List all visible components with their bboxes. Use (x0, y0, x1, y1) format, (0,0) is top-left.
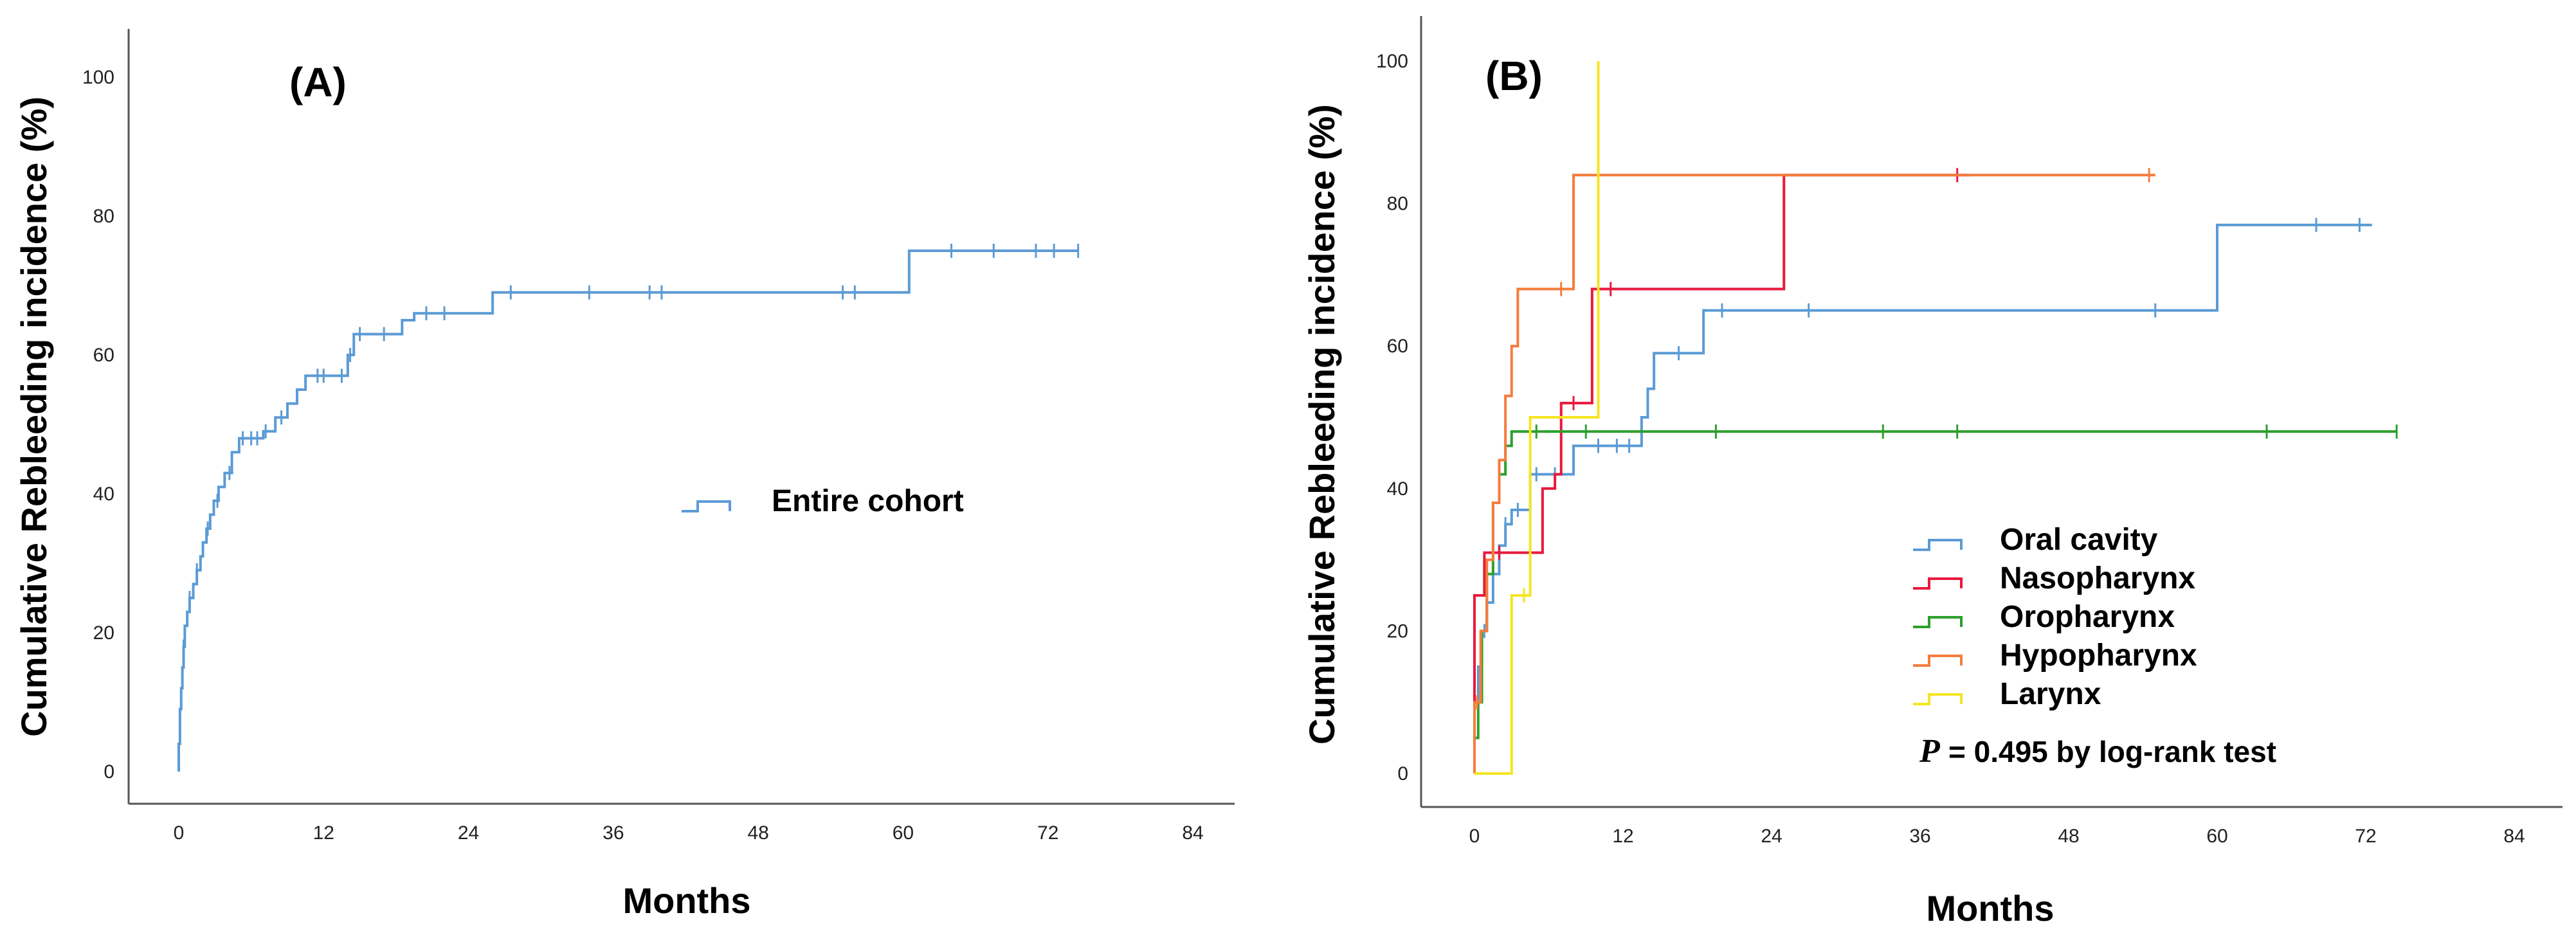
legend-hypopharynx-label: Hypopharynx (2000, 639, 2197, 673)
x-tick-label: 0 (1469, 826, 1480, 847)
legend-larynx-swatch (1913, 693, 1963, 705)
p-value-symbol: P (1919, 733, 1941, 770)
legend-entire-cohort-label: Entire cohort (772, 484, 964, 518)
panel-b-x-axis-label: Months (1926, 888, 2054, 928)
series-line-hypopharynx (1473, 174, 2155, 774)
series-line-oropharynx (1473, 430, 2397, 774)
legend-oral-cavity-label: Oral cavity (2000, 523, 2158, 557)
panel-b-y-ticks: 0 20 40 60 80 100 (1376, 51, 1408, 784)
x-tick-label: 48 (747, 822, 768, 844)
panel-b-legend: Oral cavity Nasopharynx Oropharynx Hypop… (1913, 523, 2197, 711)
y-tick-label: 20 (93, 622, 114, 644)
legend-oropharynx-label: Oropharynx (2000, 600, 2175, 634)
y-tick-label: 100 (82, 67, 114, 88)
x-tick-label: 72 (2355, 826, 2376, 847)
x-tick-label: 0 (174, 822, 185, 844)
y-tick-label: 80 (93, 206, 114, 227)
panel-a-x-ticks: 0 12 24 36 48 60 72 84 (174, 822, 1204, 844)
legend-nasopharynx-swatch (1913, 577, 1963, 590)
panel-a-label: (A) (289, 59, 347, 105)
y-tick-label: 80 (1387, 194, 1408, 215)
legend-oral-cavity-swatch (1913, 539, 1963, 551)
legend-hypopharynx-swatch (1913, 655, 1963, 667)
y-tick-label: 60 (1387, 336, 1408, 357)
legend-larynx-label: Larynx (2000, 677, 2101, 711)
series-line-entire-cohort (177, 249, 1078, 772)
panel-a-legend: Entire cohort (682, 484, 964, 518)
x-tick-label: 84 (1182, 822, 1203, 844)
p-value-text: = 0.495 by log-rank test (1948, 735, 2276, 768)
x-tick-label: 72 (1037, 822, 1058, 844)
panel-a-x-axis-label: Months (622, 880, 750, 921)
panel-b-y-axis-label: Cumulative Rebleeding incidence (%) (1302, 104, 1342, 745)
legend-entire-cohort-swatch (682, 500, 731, 512)
y-tick-label: 0 (1397, 763, 1408, 784)
series-line-larynx (1474, 61, 1600, 775)
y-tick-label: 60 (93, 345, 114, 366)
x-tick-label: 24 (1761, 826, 1782, 847)
x-tick-label: 48 (2058, 826, 2079, 847)
series-line-oral-cavity (1473, 223, 2372, 774)
x-tick-label: 24 (458, 822, 479, 844)
y-tick-label: 0 (104, 761, 114, 783)
x-tick-label: 12 (313, 822, 334, 844)
x-tick-label: 36 (603, 822, 624, 844)
y-tick-label: 20 (1387, 620, 1408, 642)
y-tick-label: 40 (93, 484, 114, 505)
legend-oropharynx-swatch (1913, 616, 1963, 628)
panel-a: (A) Months Cumulative Rebleeding inciden… (14, 29, 1235, 921)
y-tick-label: 100 (1376, 51, 1408, 72)
panel-a-series (177, 244, 1080, 772)
x-tick-label: 60 (893, 822, 914, 844)
series-line-nasopharynx (1473, 174, 1970, 774)
legend-nasopharynx-label: Nasopharynx (2000, 561, 2195, 595)
x-tick-label: 36 (1909, 826, 1930, 847)
y-tick-label: 40 (1387, 478, 1408, 500)
x-tick-label: 60 (2206, 826, 2227, 847)
panel-a-y-ticks: 0 20 40 60 80 100 (82, 67, 114, 783)
panel-b: (B) Months Cumulative Rebleeding inciden… (1302, 16, 2562, 928)
panel-a-y-axis-label: Cumulative Rebleeding incidence (%) (14, 96, 54, 737)
x-tick-label: 12 (1612, 826, 1633, 847)
x-tick-label: 84 (2503, 826, 2525, 847)
panel-b-series (1473, 61, 2398, 775)
panel-b-x-ticks: 0 12 24 36 48 60 72 84 (1469, 826, 2525, 847)
panel-b-label: (B) (1485, 53, 1543, 99)
